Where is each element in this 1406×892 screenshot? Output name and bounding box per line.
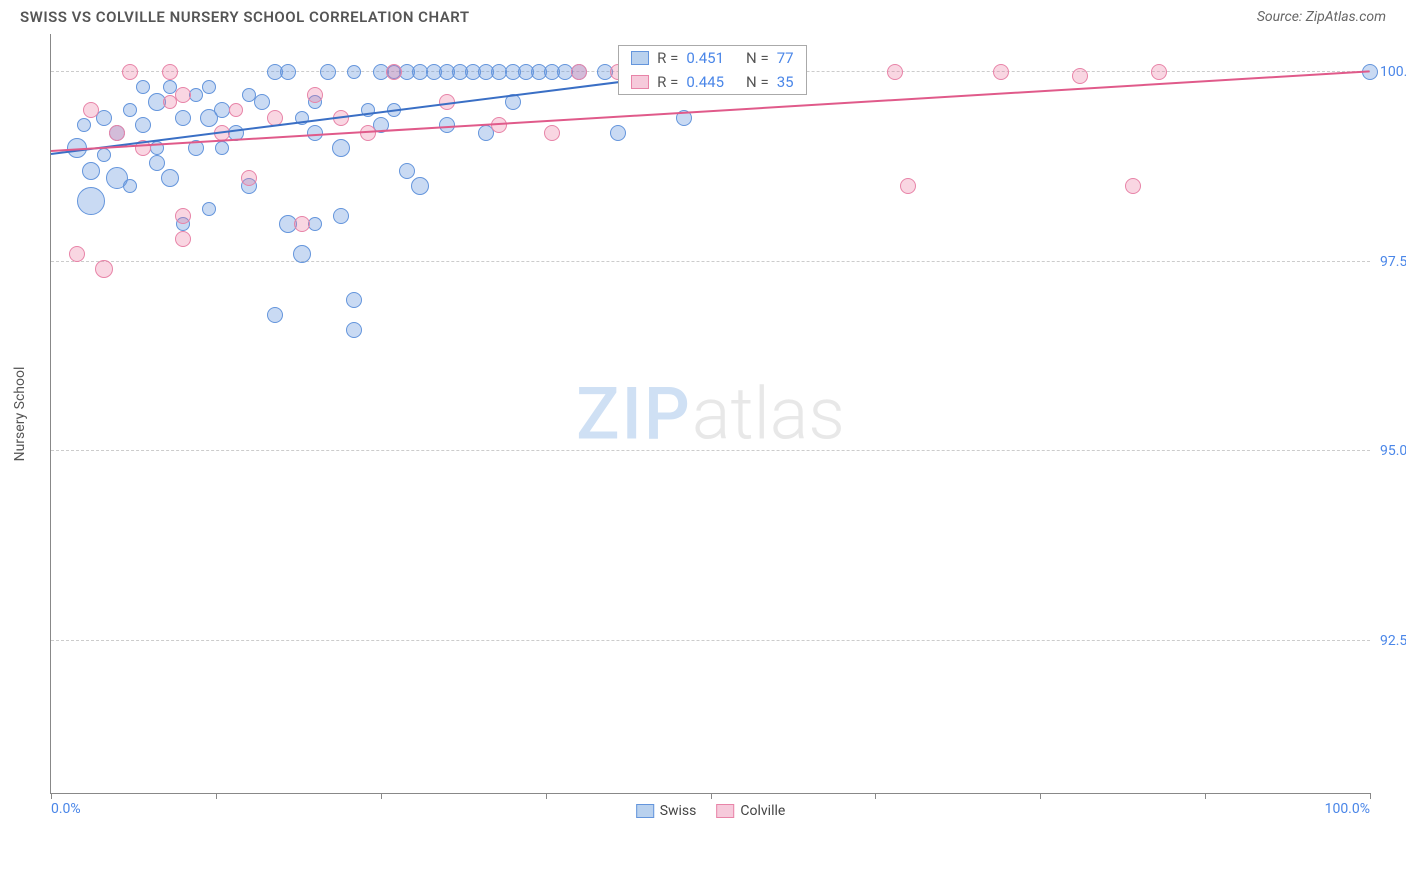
stat-label: N = [746, 73, 769, 91]
scatter-point [77, 187, 105, 215]
stats-row: R = 0.451 N = 77 [619, 46, 805, 70]
scatter-point [215, 141, 229, 155]
scatter-point [109, 125, 125, 141]
x-tick [1205, 793, 1206, 799]
scatter-point [346, 292, 362, 308]
scatter-point [189, 88, 203, 102]
x-tick [1370, 793, 1371, 799]
source-attribution: Source: ZipAtlas.com [1257, 9, 1386, 25]
scatter-point [95, 260, 113, 278]
y-tick-label: 100.0% [1380, 64, 1406, 80]
scatter-point [242, 88, 256, 102]
scatter-point [332, 139, 350, 157]
x-tick-label: 0.0% [51, 801, 81, 817]
scatter-point [347, 65, 361, 79]
series-swatch [636, 804, 654, 818]
x-tick [51, 793, 52, 799]
scatter-point [229, 103, 243, 117]
series-legend: Swiss Colville [636, 803, 786, 819]
scatter-point [411, 177, 429, 195]
scatter-point [202, 202, 216, 216]
legend-label: Swiss [660, 803, 697, 819]
scatter-point [69, 246, 85, 262]
scatter-point [149, 155, 165, 171]
scatter-point [123, 103, 137, 117]
r-value: 0.445 [686, 73, 724, 91]
x-tick [1040, 793, 1041, 799]
scatter-point [900, 178, 916, 194]
scatter-point [77, 118, 91, 132]
scatter-point [993, 64, 1009, 80]
gridline [51, 450, 1370, 451]
scatter-plot-area: ZIPatlas R =0.451N =77R =0.445N =35 Swis… [50, 34, 1370, 794]
n-value: 35 [777, 73, 794, 91]
scatter-point [346, 322, 362, 338]
y-axis-label: Nursery School [12, 367, 28, 462]
scatter-point [83, 102, 99, 118]
scatter-point [280, 64, 296, 80]
stat-label: N = [746, 49, 769, 67]
scatter-point [175, 208, 191, 224]
scatter-point [610, 125, 626, 141]
scatter-point [320, 64, 336, 80]
x-tick [711, 793, 712, 799]
x-tick [216, 793, 217, 799]
scatter-point [333, 208, 349, 224]
n-value: 77 [777, 49, 794, 67]
watermark: ZIPatlas [576, 371, 845, 456]
gridline [51, 261, 1370, 262]
legend-item: Colville [716, 803, 785, 819]
scatter-point [161, 169, 179, 187]
y-tick-label: 95.0% [1380, 443, 1406, 459]
scatter-point [254, 94, 270, 110]
scatter-point [267, 307, 283, 323]
correlation-stats-box: R = 0.451 N = 77 R = 0.445 N = 35 [618, 45, 806, 95]
x-tick-label: 100.0% [1325, 801, 1370, 817]
scatter-point [1151, 64, 1167, 80]
scatter-point [202, 80, 216, 94]
scatter-point [136, 80, 150, 94]
x-tick [381, 793, 382, 799]
scatter-point [571, 64, 587, 80]
scatter-point [175, 110, 191, 126]
scatter-point [1125, 178, 1141, 194]
legend-label: Colville [740, 803, 785, 819]
gridline [51, 640, 1370, 641]
x-tick [546, 793, 547, 799]
scatter-point [97, 148, 111, 162]
scatter-point [308, 217, 322, 231]
legend-item: Swiss [636, 803, 697, 819]
r-value: 0.451 [686, 49, 724, 67]
scatter-point [82, 162, 100, 180]
scatter-point [162, 64, 178, 80]
series-swatch [716, 804, 734, 818]
scatter-point [1072, 68, 1088, 84]
stats-row: R = 0.445 N = 35 [619, 70, 805, 94]
scatter-point [294, 216, 310, 232]
scatter-point [135, 117, 151, 133]
y-tick-label: 97.5% [1380, 254, 1406, 270]
scatter-point [122, 64, 138, 80]
scatter-point [544, 125, 560, 141]
scatter-point [307, 87, 323, 103]
chart-title: SWISS VS COLVILLE NURSERY SCHOOL CORRELA… [20, 8, 470, 26]
series-swatch [631, 51, 649, 65]
scatter-point [175, 231, 191, 247]
series-swatch [631, 75, 649, 89]
scatter-point [123, 179, 137, 193]
scatter-point [175, 87, 191, 103]
y-tick-label: 92.5% [1380, 633, 1406, 649]
scatter-point [887, 64, 903, 80]
stat-label: R = [657, 73, 678, 91]
x-tick [875, 793, 876, 799]
scatter-point [241, 170, 257, 186]
scatter-point [386, 64, 402, 80]
stat-label: R = [657, 49, 678, 67]
scatter-point [399, 163, 415, 179]
scatter-point [293, 245, 311, 263]
